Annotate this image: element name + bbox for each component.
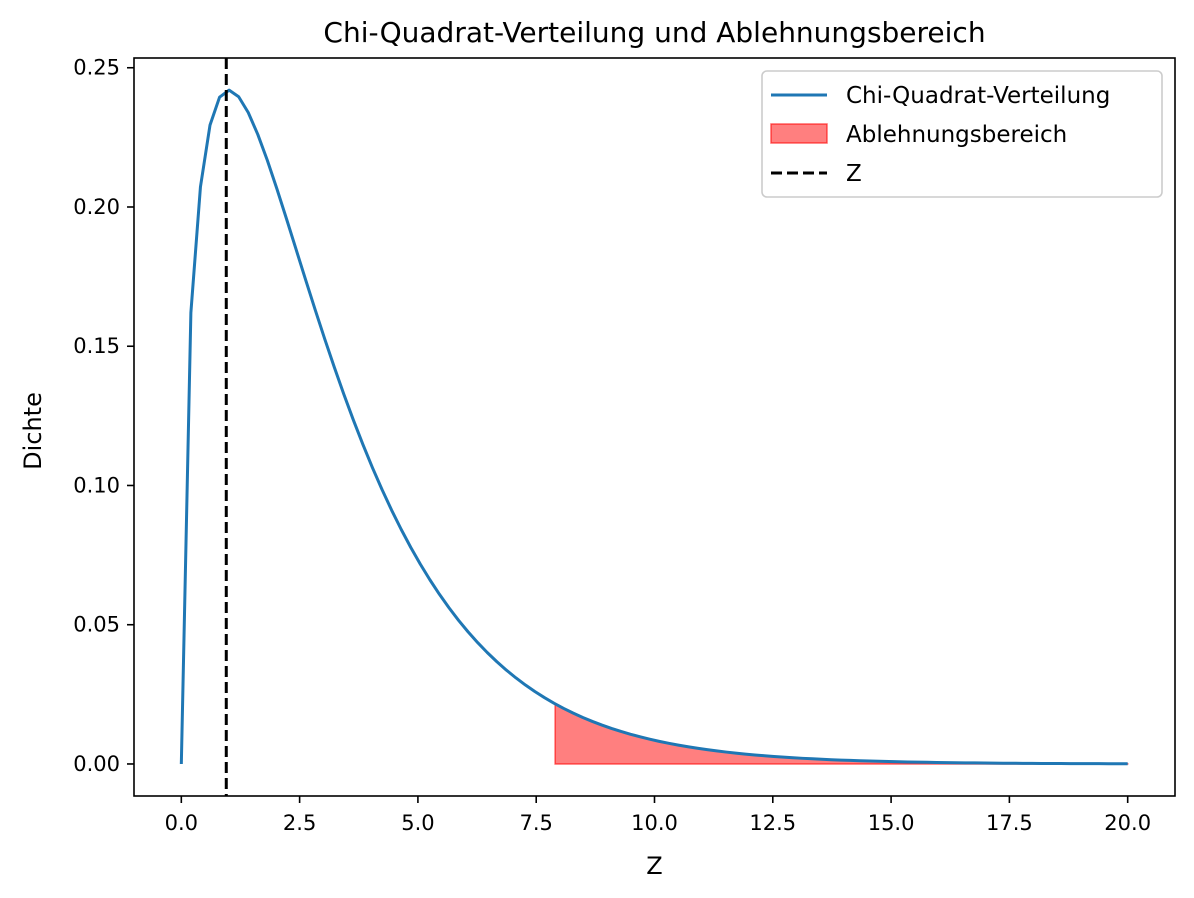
legend-label-z: Z: [846, 161, 862, 187]
legend-box: [761, 70, 1163, 198]
legend-label-distribution: Chi-Quadrat-Verteilung: [846, 83, 1110, 109]
x-axis: 0.0 2.5 5.0 7.5 10.0 12.5 15.0 17.5 20.0: [165, 796, 1151, 835]
legend-area-swatch: [770, 123, 828, 144]
x-tick-label: 12.5: [749, 811, 796, 835]
y-tick-label: 0.10: [73, 473, 120, 497]
x-tick-label: 15.0: [868, 811, 915, 835]
y-tick-label: 0.15: [73, 334, 120, 358]
y-tick-label: 0.25: [73, 56, 120, 80]
legend-label-rejection-region: Ablehnungsbereich: [846, 122, 1067, 148]
y-tick-label: 0.00: [73, 752, 120, 776]
x-tick-label: 20.0: [1104, 811, 1151, 835]
chi-square-density-line: [179, 88, 1128, 766]
chart-title: Chi-Quadrat-Verteilung und Ablehnungsber…: [323, 16, 985, 49]
legend: Chi-Quadrat-Verteilung Ablehnungsbereich…: [761, 70, 1163, 198]
x-tick-label: 2.5: [283, 811, 316, 835]
x-tick-label: 0.0: [165, 811, 198, 835]
x-tick-label: 7.5: [520, 811, 553, 835]
x-tick-label: 10.0: [631, 811, 678, 835]
y-axis-label: Dichte: [19, 392, 47, 470]
rejection-region-area: [554, 702, 1129, 765]
y-tick-label: 0.05: [73, 613, 120, 637]
x-tick-label: 17.5: [986, 811, 1033, 835]
y-axis: 0.00 0.05 0.10 0.15 0.20 0.25: [73, 56, 134, 776]
x-tick-label: 5.0: [401, 811, 434, 835]
plot-area: [179, 58, 1129, 796]
x-axis-label: Z: [646, 852, 662, 880]
y-tick-label: 0.20: [73, 195, 120, 219]
